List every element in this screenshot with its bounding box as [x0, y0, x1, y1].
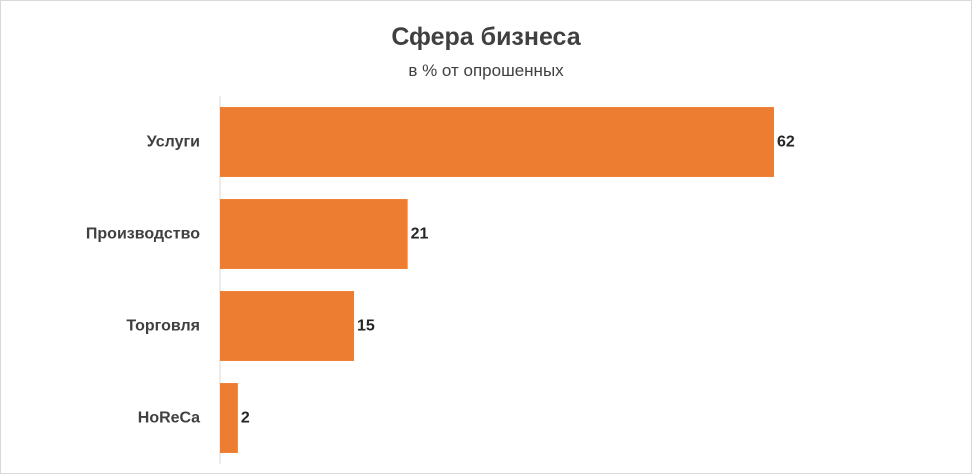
category-label-1: Производство [86, 226, 200, 243]
value-label-2: 15 [357, 318, 375, 335]
category-label-2: Торговля [126, 318, 200, 335]
chart-title: Сфера бизнеса [391, 23, 581, 51]
bar-2 [220, 291, 355, 361]
value-label-0: 62 [777, 134, 795, 151]
category-label-0: Услуги [147, 134, 200, 151]
bar-3 [220, 383, 238, 453]
value-label-3: 2 [241, 410, 250, 427]
bars-group: Услуги 62 Производство 21 Торговля 15 HoReCa 2 [86, 107, 795, 453]
chart-subtitle: в % от опрошенных [408, 61, 564, 80]
value-label-1: 21 [411, 226, 429, 243]
bar-1 [220, 199, 408, 269]
bar-0 [220, 107, 774, 177]
category-label-3: HoReCa [138, 410, 200, 427]
